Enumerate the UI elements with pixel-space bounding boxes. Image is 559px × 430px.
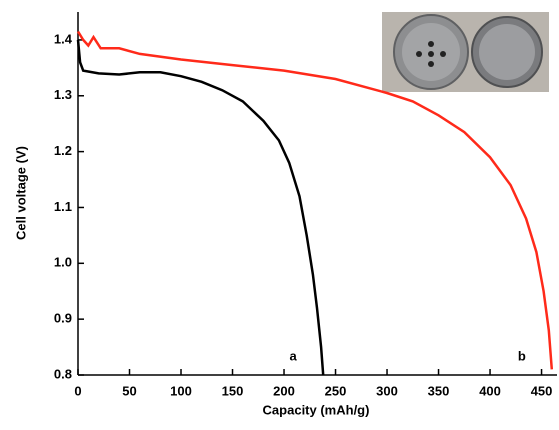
y-tick-label: 1.1 [54, 199, 72, 214]
series-line [76, 39, 325, 376]
series-line [76, 30, 554, 370]
x-tick-label: 100 [170, 383, 192, 398]
y-tick-label: 0.8 [54, 366, 72, 381]
x-tick-label: 150 [222, 383, 244, 398]
y-tick-label: 0.9 [54, 311, 72, 326]
y-tick-label: 1.4 [54, 31, 73, 46]
x-axis-label: Capacity (mAh/g) [263, 402, 370, 417]
x-tick-label: 400 [479, 383, 501, 398]
annotation: b [518, 348, 526, 363]
x-tick-label: 50 [122, 383, 136, 398]
y-tick-label: 1.2 [54, 143, 72, 158]
x-tick-label: 200 [273, 383, 295, 398]
y-axis-label: Cell voltage (V) [13, 146, 28, 240]
inset-photo [382, 12, 549, 92]
x-tick-label: 350 [428, 383, 450, 398]
x-tick-label: 300 [376, 383, 398, 398]
x-tick-label: 450 [531, 383, 553, 398]
y-tick-label: 1.0 [54, 255, 72, 270]
annotation: a [290, 348, 298, 363]
x-tick-label: 250 [325, 383, 347, 398]
x-tick-label: 0 [74, 383, 81, 398]
y-tick-label: 1.3 [54, 87, 72, 102]
